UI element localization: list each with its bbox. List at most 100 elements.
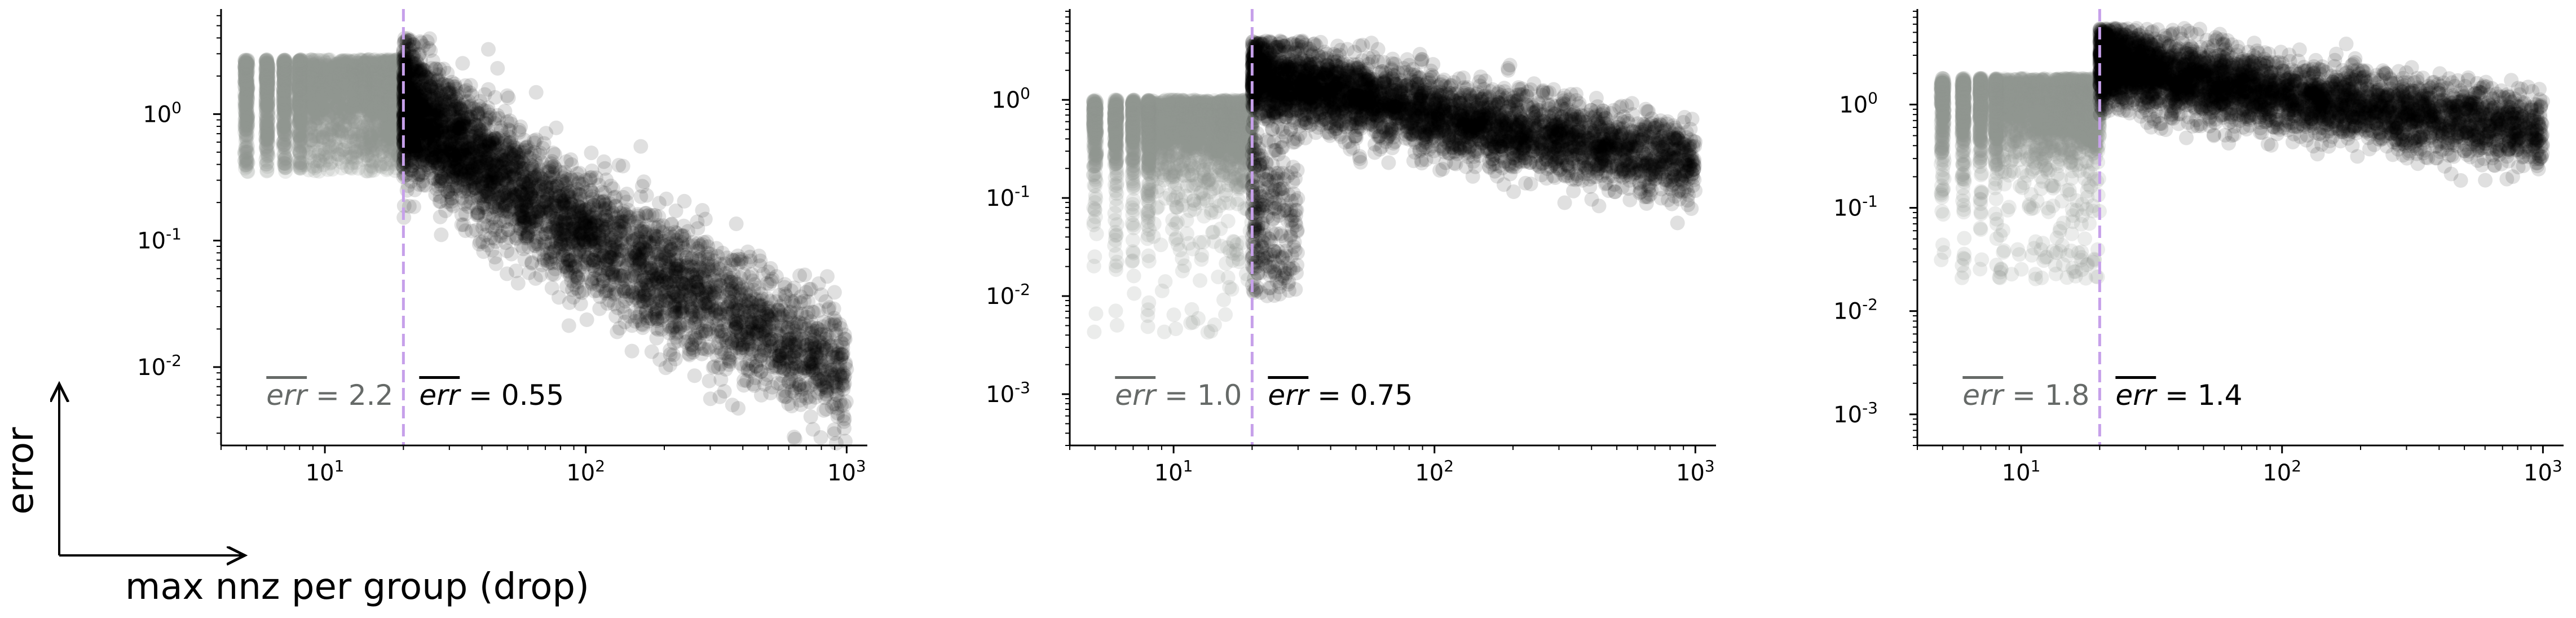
scatter-point [350,143,365,158]
scatter-point [307,129,322,144]
scatter-point [330,73,345,89]
scatter-point [302,79,317,94]
scatter-point [376,66,390,81]
scatter-point [390,79,405,94]
scatter-point [239,159,254,174]
scatter-point [371,114,386,129]
scatter-point [385,55,400,70]
scatter-point [323,69,338,84]
scatter-point [292,116,307,131]
scatter-point [348,64,363,79]
scatter-point [277,90,293,105]
scatter-point [306,100,321,116]
scatter-point [360,56,376,71]
scatter-point [237,96,253,111]
scatter-point [358,55,372,70]
scatter-point [381,139,396,154]
scatter-point [261,108,276,123]
scatter-point [337,74,352,89]
scatter-point [319,153,334,168]
scatter-point [359,62,374,77]
scatter-point [293,114,308,129]
scatter-point [383,74,398,90]
scatter-point [347,114,363,130]
scatter-point [382,112,398,127]
scatter-point [305,89,320,104]
scatter-point [395,88,411,103]
scatter-point [355,65,370,80]
scatter-point [260,67,275,82]
scatter-point [360,120,375,135]
scatter-point [316,111,331,126]
scatter-points [237,31,854,451]
scatter-point [258,108,274,123]
scatter-point [298,57,314,72]
scatter-point [360,64,374,80]
global-axis-arrows [59,386,242,555]
scatter-point [387,142,402,157]
scatter-point [239,70,254,85]
scatter-point [292,100,307,116]
scatter-point [239,155,254,170]
scatter-point [325,120,340,135]
scatter-point [301,84,316,99]
scatter-point [380,74,395,90]
scatter-point [343,75,359,90]
scatter-point [260,116,275,131]
scatter-point [356,98,371,113]
scatter-point [277,61,292,77]
scatter-point [277,151,293,166]
x-axis-label: max nnz per group (drop) [125,566,589,608]
scatter-point [367,58,382,73]
scatter-point [261,76,276,91]
scatter-point [389,89,404,104]
scatter-point [292,99,306,114]
scatter-point [293,91,308,106]
scatter-point [261,108,276,123]
scatter-point [297,65,312,80]
scatter-point [375,100,390,115]
scatter-point [240,90,255,105]
scatter-point [292,81,307,96]
scatter-point [332,89,347,104]
scatter-point [380,68,395,83]
scatter-point [291,138,306,152]
scatter-point [395,123,410,138]
scatter-point [239,73,254,89]
scatter-point [291,61,306,77]
scatter-point [326,121,341,136]
scatter-point [389,103,404,118]
scatter-point [345,58,360,73]
scatter-point [330,72,345,87]
scatter-point [260,97,275,112]
scatter-point [259,120,274,135]
scatter-point [259,80,275,95]
scatter-point [292,69,307,84]
scatter-point [278,60,293,76]
scatter-point [260,131,275,147]
scatter-point [293,95,308,111]
scatter-point [319,102,334,117]
scatter-point [292,122,307,138]
scatter-point [303,118,318,133]
scatter-point [320,81,335,95]
scatter-point [260,148,275,164]
scatter-point [292,113,306,128]
scatter-point [293,98,308,113]
scatter-point [350,114,365,130]
scatter-point [296,87,311,103]
scatter-point [294,98,309,113]
scatter-point [259,86,275,101]
scatter-point [327,58,342,73]
scatter-point [292,77,307,92]
scatter-point [362,134,377,149]
scatter-point [238,89,253,104]
scatter-point [364,76,379,91]
scatter-point [377,97,392,112]
scatter-point [347,60,363,75]
scatter-point [239,89,254,104]
scatter-point [335,104,350,119]
scatter-point [240,58,255,73]
scatter-point [324,128,339,143]
